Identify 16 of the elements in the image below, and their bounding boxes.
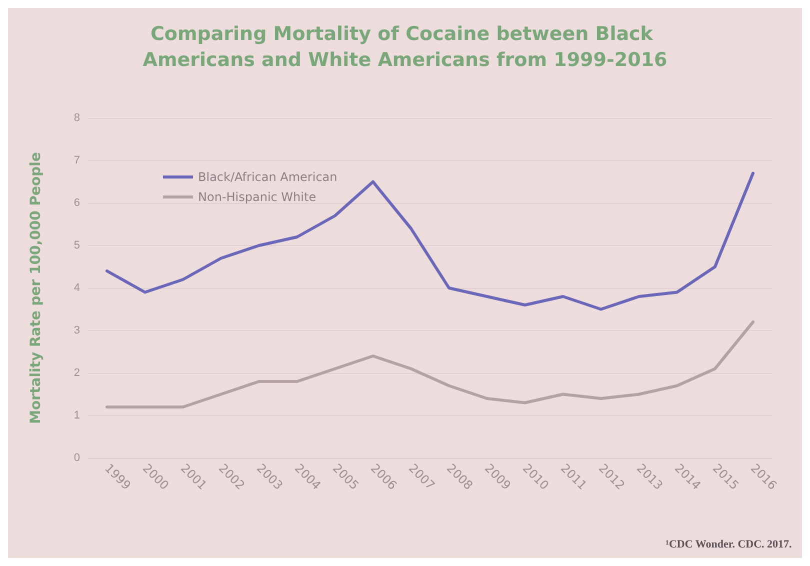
legend-label: Non-Hispanic White (198, 190, 316, 204)
y-tick-label: 8 (74, 112, 80, 124)
y-tick-label: 0 (74, 452, 80, 464)
legend-label: Black/African American (198, 170, 338, 184)
line-series (106, 172, 754, 311)
y-tick-label: 7 (74, 154, 80, 166)
y-axis-title: Mortality Rate per 100,000 People (28, 152, 44, 424)
y-tick-label: 6 (74, 197, 80, 209)
y-tick-label: 2 (74, 367, 80, 379)
chart-title: Comparing Mortality of Cocaine between Black Americans and White Americans from 1999-2016 (142, 23, 668, 71)
y-tick-label: 5 (74, 240, 80, 252)
y-tick-label: 3 (74, 324, 80, 336)
y-tick-label: 1 (74, 410, 80, 422)
text: ¹CDC Wonder. CDC. 2017. (666, 538, 792, 550)
line-series (106, 320, 754, 408)
y-tick-label: 4 (74, 282, 80, 294)
